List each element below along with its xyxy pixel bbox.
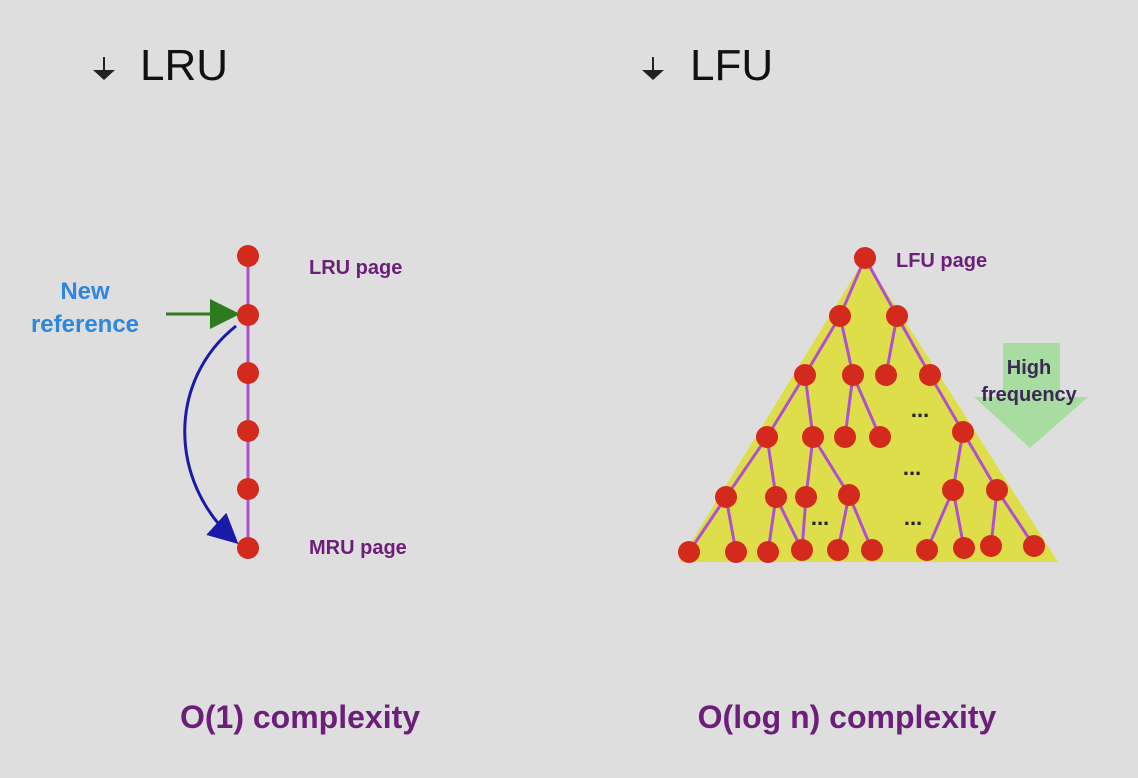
heap-ellipsis: ... bbox=[903, 455, 921, 480]
heap-ellipsis: ... bbox=[811, 505, 829, 530]
lru-node bbox=[237, 245, 259, 267]
bullet-arrow-icon bbox=[93, 57, 115, 80]
heap-nodes bbox=[678, 247, 1045, 563]
heap-node bbox=[791, 539, 813, 561]
lfu-complexity: O(log n) complexity bbox=[698, 699, 997, 735]
heap-node bbox=[842, 364, 864, 386]
heap-edge bbox=[803, 315, 842, 376]
heap-node bbox=[678, 541, 700, 563]
heap-node bbox=[919, 364, 941, 386]
frequency-arrow-icon bbox=[974, 343, 1088, 448]
mru-page-label: MRU page bbox=[309, 537, 407, 559]
heap-node bbox=[942, 479, 964, 501]
heap-node bbox=[829, 305, 851, 327]
bullet-arrow-icon bbox=[642, 57, 664, 80]
heap-ellipsis: ... bbox=[904, 505, 922, 530]
new-reference-label-line2: reference bbox=[31, 311, 139, 338]
heap-node bbox=[757, 541, 779, 563]
lfu-heading-text: LFU bbox=[690, 41, 773, 90]
lfu-heap: High frequency ... ... ... ... LFU page bbox=[678, 247, 1088, 563]
new-reference-label-line1: New bbox=[60, 278, 110, 305]
heap-root-node bbox=[854, 247, 876, 269]
heap-node bbox=[1023, 535, 1045, 557]
heap-node bbox=[834, 426, 856, 448]
heap-node bbox=[980, 535, 1002, 557]
heap-node bbox=[802, 426, 824, 448]
heap-edge bbox=[811, 436, 851, 496]
heap-node bbox=[827, 539, 849, 561]
lru-complexity: O(1) complexity bbox=[180, 699, 420, 735]
heap-node bbox=[953, 537, 975, 559]
heap-node bbox=[765, 486, 787, 508]
lfu-heading: LFU bbox=[642, 41, 773, 90]
heap-edge bbox=[863, 257, 899, 317]
lru-list: LRU page MRU page New reference bbox=[31, 245, 407, 559]
lru-node bbox=[237, 478, 259, 500]
heap-edge bbox=[765, 374, 807, 438]
heap-node bbox=[886, 305, 908, 327]
lru-page-label: LRU page bbox=[309, 257, 402, 279]
lru-node bbox=[237, 420, 259, 442]
heap-edge bbox=[724, 436, 769, 498]
heap-node bbox=[916, 539, 938, 561]
high-frequency-label-line1: High bbox=[1007, 357, 1051, 379]
heap-edge bbox=[961, 431, 999, 491]
heap-edge bbox=[687, 496, 728, 553]
lru-node bbox=[237, 537, 259, 559]
lru-node bbox=[237, 304, 259, 326]
high-frequency-label-line2: frequency bbox=[981, 384, 1077, 406]
heap-node bbox=[861, 539, 883, 561]
heap-node bbox=[756, 426, 778, 448]
heap-node bbox=[725, 541, 747, 563]
heap-node bbox=[875, 364, 897, 386]
heap-node bbox=[838, 484, 860, 506]
heap-node bbox=[986, 479, 1008, 501]
heap-edge bbox=[995, 489, 1036, 547]
heap-node bbox=[794, 364, 816, 386]
move-to-mru-arrow bbox=[183, 324, 239, 545]
heap-edge bbox=[851, 374, 882, 438]
heap-ellipsis: ... bbox=[911, 397, 929, 422]
heap-node bbox=[795, 486, 817, 508]
lru-heading-text: LRU bbox=[140, 41, 228, 90]
heap-edge bbox=[895, 315, 932, 376]
heap-node bbox=[952, 421, 974, 443]
heap-node bbox=[715, 486, 737, 508]
lru-heading: LRU bbox=[93, 41, 228, 90]
lru-node bbox=[237, 362, 259, 384]
lfu-page-label: LFU page bbox=[896, 250, 987, 272]
heap-node bbox=[869, 426, 891, 448]
